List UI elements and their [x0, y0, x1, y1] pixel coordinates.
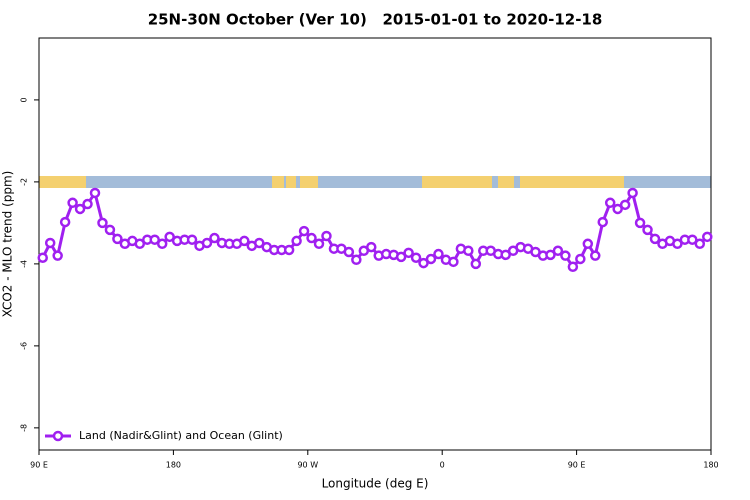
- data-point: [351, 254, 362, 266]
- land-strip: [272, 176, 284, 188]
- data-point: [37, 252, 48, 263]
- data-point: [321, 230, 332, 242]
- y-tick-label: -8: [20, 424, 29, 432]
- land-strip: [422, 176, 492, 188]
- data-point: [642, 224, 653, 236]
- data-point: [410, 252, 422, 263]
- data-point: [582, 238, 594, 250]
- data-point: [112, 233, 123, 245]
- data-point: [575, 253, 586, 265]
- data-point: [627, 187, 638, 199]
- data-point: [687, 234, 698, 245]
- land-strip: [498, 176, 514, 188]
- y-tick-label: -6: [20, 342, 29, 350]
- data-point: [500, 249, 511, 261]
- data-point: [702, 231, 713, 243]
- land-strip: [39, 176, 86, 188]
- data-point: [433, 248, 444, 260]
- data-point: [619, 199, 631, 211]
- data-point: [149, 234, 160, 245]
- data-point: [672, 238, 683, 250]
- data-point: [418, 257, 429, 269]
- y-tick-label: -2: [20, 178, 29, 186]
- data-point: [612, 203, 623, 215]
- data-point: [164, 231, 175, 243]
- data-point: [201, 237, 213, 249]
- data-point: [425, 253, 437, 265]
- land-strip: [520, 176, 624, 188]
- data-point: [44, 237, 56, 249]
- data-point: [463, 245, 474, 257]
- data-point: [470, 258, 482, 270]
- x-tick-label: 90 E: [30, 461, 48, 470]
- legend-marker: [52, 430, 64, 442]
- x-tick-label: 0: [440, 461, 445, 470]
- data-point: [134, 238, 146, 250]
- data-point: [634, 217, 646, 229]
- land-strip: [300, 176, 318, 188]
- chart-title: 25N-30N October (Ver 10) 2015-01-01 to 2…: [148, 11, 603, 29]
- land-strip: [286, 176, 296, 188]
- data-point: [590, 250, 601, 261]
- data-point: [283, 244, 295, 256]
- data-point: [156, 238, 168, 250]
- data-point: [313, 238, 325, 250]
- plot-frame: [38, 37, 712, 451]
- data-point: [366, 241, 377, 253]
- data-point: [306, 232, 317, 244]
- data-point: [89, 187, 101, 199]
- data-point: [604, 197, 616, 209]
- data-point: [239, 235, 250, 247]
- x-tick-label: 90 E: [568, 461, 586, 470]
- legend-label: Land (Nadir&Glint) and Ocean (Glint): [79, 429, 283, 442]
- y-tick-label: 0: [20, 97, 29, 102]
- legend-entry: Land (Nadir&Glint) and Ocean (Glint): [45, 429, 283, 442]
- data-point: [254, 237, 265, 249]
- data-point: [448, 256, 459, 268]
- data-point: [59, 216, 71, 228]
- data-point: [186, 234, 198, 245]
- x-axis-label: Longitude (deg E): [322, 477, 429, 491]
- data-point: [104, 224, 116, 236]
- data-point: [298, 225, 310, 237]
- data-point: [52, 250, 63, 261]
- y-tick-label: -4: [20, 260, 29, 268]
- data-point: [567, 261, 579, 273]
- data-point: [597, 216, 608, 228]
- x-tick-label: 180: [166, 461, 181, 470]
- data-point: [395, 251, 407, 263]
- data-point: [74, 203, 86, 215]
- data-point: [291, 235, 302, 247]
- data-point: [82, 198, 93, 210]
- data-point: [67, 197, 78, 209]
- land-ocean-strip: [39, 176, 711, 188]
- data-point: [97, 217, 108, 229]
- y-axis-label: XCO2 - MLO trend (ppm): [1, 171, 15, 318]
- data-point: [649, 233, 661, 245]
- x-tick-label: 90 W: [297, 461, 318, 470]
- data-point: [560, 250, 571, 261]
- data-point: [209, 232, 220, 244]
- data-point: [552, 245, 564, 257]
- data-point: [694, 238, 706, 250]
- data-point: [403, 247, 414, 259]
- data-point: [545, 249, 556, 261]
- data-point: [343, 246, 355, 258]
- x-tick-label: 180: [703, 461, 718, 470]
